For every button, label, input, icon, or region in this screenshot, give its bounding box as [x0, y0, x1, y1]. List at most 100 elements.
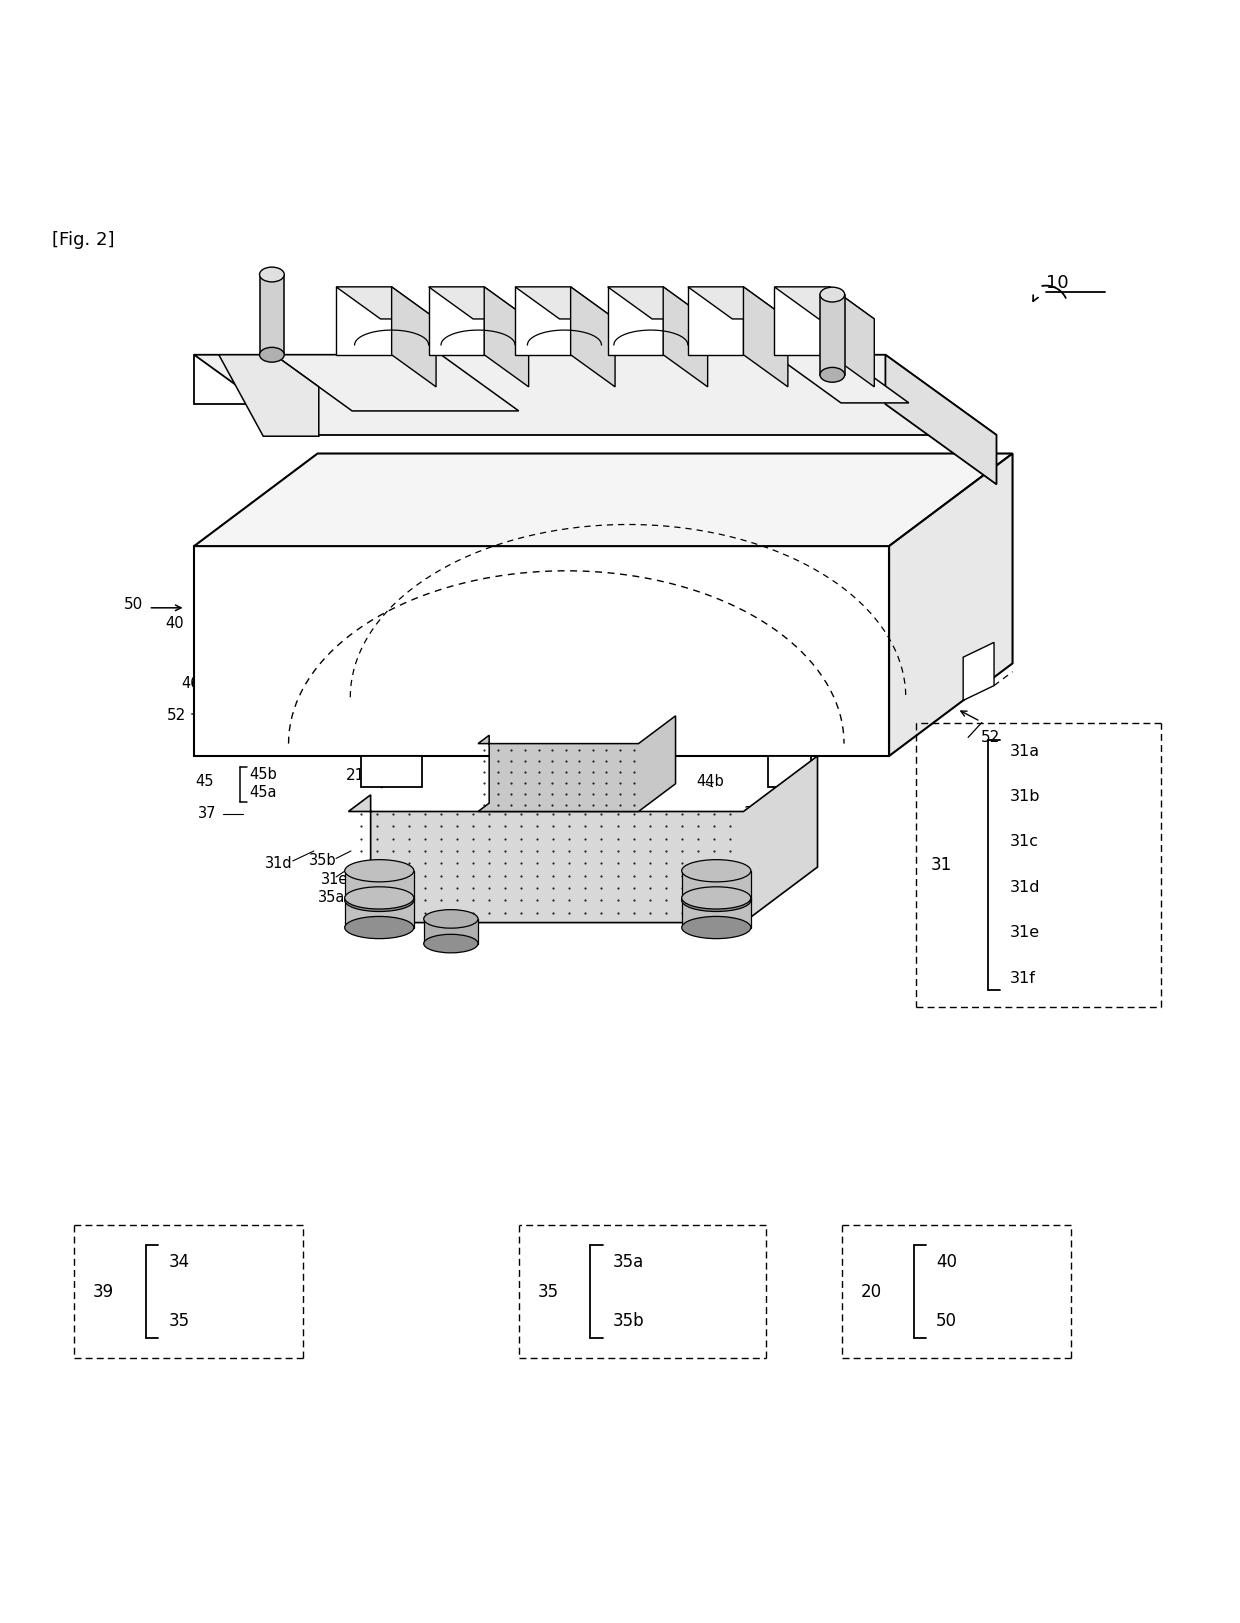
Ellipse shape — [259, 268, 284, 282]
Polygon shape — [361, 756, 423, 787]
Polygon shape — [348, 756, 817, 922]
Polygon shape — [774, 355, 909, 403]
Text: 35b: 35b — [309, 854, 336, 868]
Text: 46: 46 — [182, 675, 201, 691]
Polygon shape — [479, 716, 676, 812]
Text: 33: 33 — [645, 841, 663, 855]
Ellipse shape — [682, 917, 751, 938]
Text: 35: 35 — [537, 1282, 558, 1300]
Text: 37: 37 — [198, 807, 216, 821]
Polygon shape — [195, 355, 997, 435]
Polygon shape — [885, 355, 997, 484]
Text: 31d: 31d — [264, 855, 293, 872]
Text: 10: 10 — [1045, 274, 1069, 292]
Polygon shape — [515, 287, 570, 355]
Text: 21: 21 — [823, 493, 842, 508]
Text: 31b: 31b — [1011, 789, 1040, 803]
Text: 50: 50 — [936, 1311, 957, 1329]
Ellipse shape — [820, 367, 844, 383]
Ellipse shape — [424, 935, 479, 953]
Polygon shape — [682, 872, 751, 901]
Ellipse shape — [682, 886, 751, 909]
Ellipse shape — [345, 917, 414, 938]
Polygon shape — [682, 898, 751, 927]
Polygon shape — [345, 898, 414, 927]
Text: 31e: 31e — [321, 872, 348, 886]
Text: 41: 41 — [272, 722, 290, 737]
Text: 42: 42 — [852, 646, 870, 661]
Text: 46: 46 — [744, 737, 761, 751]
Text: 50: 50 — [124, 597, 143, 612]
Text: 39: 39 — [93, 1282, 114, 1300]
Ellipse shape — [345, 860, 414, 881]
Text: 44a: 44a — [321, 721, 348, 735]
Text: 30: 30 — [676, 898, 694, 912]
Polygon shape — [345, 872, 414, 901]
Polygon shape — [688, 287, 787, 320]
Polygon shape — [515, 287, 615, 320]
Text: 35a: 35a — [613, 1253, 644, 1271]
Polygon shape — [774, 287, 830, 355]
Polygon shape — [336, 287, 392, 355]
Text: 31c: 31c — [1011, 834, 1039, 849]
Polygon shape — [218, 355, 319, 437]
Ellipse shape — [820, 287, 844, 302]
Polygon shape — [392, 287, 436, 386]
Polygon shape — [195, 355, 885, 404]
Text: 35: 35 — [169, 1311, 190, 1329]
Text: 31: 31 — [744, 807, 761, 821]
Polygon shape — [889, 453, 1013, 756]
Text: 44: 44 — [622, 771, 641, 786]
Polygon shape — [195, 545, 889, 756]
Text: 20: 20 — [861, 1282, 882, 1300]
Text: 31b: 31b — [663, 870, 691, 885]
Text: 34: 34 — [169, 1253, 190, 1271]
Text: 38: 38 — [709, 878, 727, 893]
Polygon shape — [663, 287, 708, 386]
Text: 31a: 31a — [1011, 743, 1040, 758]
Text: 35b: 35b — [613, 1311, 645, 1329]
Text: 31a: 31a — [396, 760, 423, 774]
Ellipse shape — [345, 886, 414, 909]
Polygon shape — [744, 287, 787, 386]
Text: 35b: 35b — [622, 898, 650, 912]
Text: 31c: 31c — [692, 847, 718, 862]
Ellipse shape — [345, 889, 414, 912]
Text: 35a: 35a — [533, 898, 560, 912]
Polygon shape — [570, 287, 615, 386]
Text: 32: 32 — [368, 901, 387, 917]
Text: 31f: 31f — [578, 898, 601, 912]
Ellipse shape — [682, 860, 751, 881]
Text: 31: 31 — [931, 855, 952, 873]
Text: 52: 52 — [167, 708, 186, 722]
Polygon shape — [274, 355, 518, 411]
Polygon shape — [768, 756, 811, 787]
Text: 42: 42 — [215, 362, 233, 377]
Text: 44b: 44b — [697, 774, 724, 789]
Text: 31f: 31f — [1011, 971, 1035, 985]
Polygon shape — [688, 287, 744, 355]
Text: 21: 21 — [799, 768, 818, 782]
Ellipse shape — [259, 347, 284, 362]
Text: 44d: 44d — [506, 761, 534, 776]
Polygon shape — [484, 287, 528, 386]
Polygon shape — [424, 919, 479, 943]
Text: 35a: 35a — [317, 891, 345, 906]
Ellipse shape — [682, 889, 751, 912]
Polygon shape — [259, 274, 284, 355]
Text: 40: 40 — [936, 1253, 957, 1271]
Text: 34: 34 — [466, 901, 484, 917]
Polygon shape — [774, 287, 874, 320]
Polygon shape — [608, 287, 663, 355]
Polygon shape — [820, 295, 844, 375]
Polygon shape — [429, 287, 528, 320]
Text: 40: 40 — [166, 617, 185, 631]
Text: 45a: 45a — [249, 786, 278, 800]
Text: 31e: 31e — [1011, 925, 1040, 940]
Text: 31d: 31d — [1011, 880, 1040, 894]
Polygon shape — [963, 643, 994, 701]
Text: 21: 21 — [346, 768, 366, 784]
Text: 44c: 44c — [642, 771, 668, 786]
Polygon shape — [195, 453, 1013, 545]
Polygon shape — [429, 287, 484, 355]
